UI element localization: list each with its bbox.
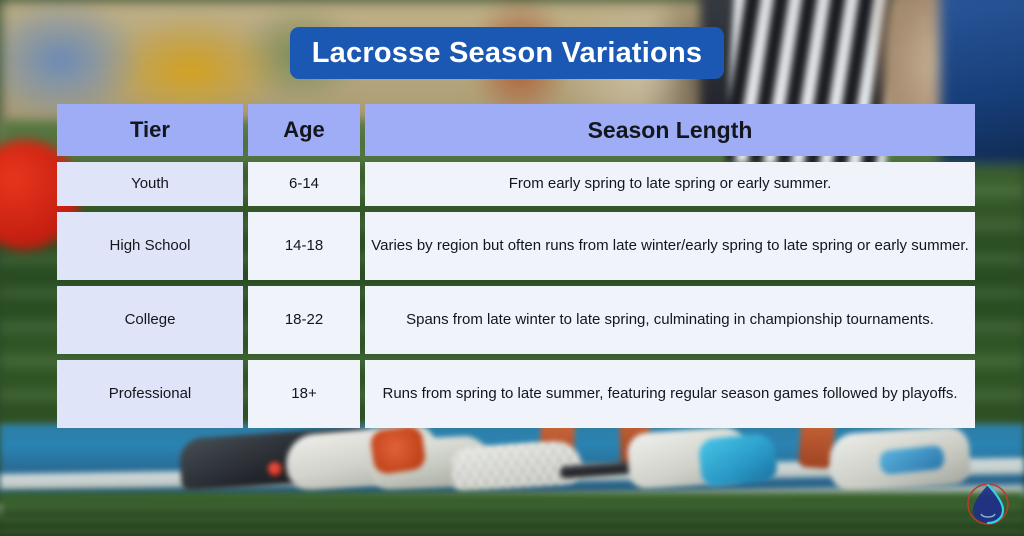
cell-season-length: Spans from late winter to late spring, c… — [365, 286, 975, 354]
cell-age: 18+ — [248, 360, 360, 428]
droplet-circle-logo — [967, 483, 1009, 525]
cell-age: 6-14 — [248, 162, 360, 206]
cell-tier: High School — [57, 212, 243, 280]
table-row: High School 14-18 Varies by region but o… — [57, 212, 975, 280]
cell-tier: College — [57, 286, 243, 354]
table-body: Youth 6-14 From early spring to late spr… — [57, 162, 975, 428]
column-header-age: Age — [248, 104, 360, 156]
table-row: Professional 18+ Runs from spring to lat… — [57, 360, 975, 428]
cell-tier: Professional — [57, 360, 243, 428]
cell-age: 14-18 — [248, 212, 360, 280]
page-title: Lacrosse Season Variations — [311, 36, 703, 69]
column-header-tier: Tier — [57, 104, 243, 156]
cell-tier: Youth — [57, 162, 243, 206]
cell-season-length: Runs from spring to late summer, featuri… — [365, 360, 975, 428]
cell-season-length: From early spring to late spring or earl… — [365, 162, 975, 206]
table-header-row: Tier Age Season Length — [57, 104, 975, 156]
column-header-season-length: Season Length — [365, 104, 975, 156]
table-row: College 18-22 Spans from late winter to … — [57, 286, 975, 354]
cell-age: 18-22 — [248, 286, 360, 354]
title-banner: Lacrosse Season Variations — [290, 27, 724, 79]
season-variations-table: Tier Age Season Length Youth 6-14 From e… — [52, 98, 980, 434]
cell-season-length: Varies by region but often runs from lat… — [365, 212, 975, 280]
table-header: Tier Age Season Length — [57, 104, 975, 156]
table-row: Youth 6-14 From early spring to late spr… — [57, 162, 975, 206]
